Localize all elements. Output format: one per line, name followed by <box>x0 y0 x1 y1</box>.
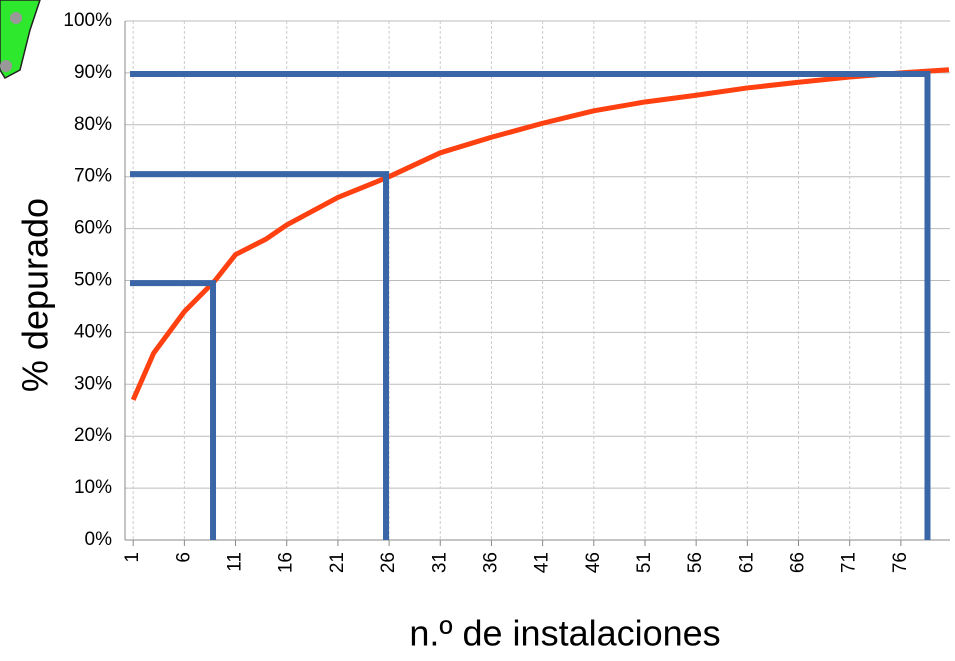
y-tick-label: 90% <box>74 62 112 83</box>
guide <box>130 171 390 540</box>
x-tick-label: 71 <box>839 552 860 573</box>
y-axis-title: % depurado <box>15 198 56 392</box>
y-tick-label: 50% <box>74 270 112 291</box>
map-icon <box>0 0 41 79</box>
x-tick-label: 11 <box>225 552 246 572</box>
y-tick-label: 30% <box>74 373 112 394</box>
map-dot <box>10 12 22 24</box>
x-tick-label: 61 <box>736 552 757 573</box>
y-tick-label: 0% <box>85 529 113 550</box>
x-tick-label: 1 <box>122 552 143 563</box>
y-tick-label: 60% <box>74 218 112 239</box>
y-tick-label: 20% <box>74 425 112 446</box>
x-tick-label: 46 <box>583 552 604 573</box>
x-tick-label: 31 <box>429 552 450 573</box>
map-dot <box>0 60 12 72</box>
y-tick-label: 10% <box>74 477 112 498</box>
x-tick-label: 56 <box>685 552 706 573</box>
x-tick-label: 21 <box>327 552 348 573</box>
y-tick-label: 40% <box>74 321 112 342</box>
x-tick-label: 66 <box>788 552 809 573</box>
x-tick-label: 76 <box>890 552 911 573</box>
x-tick-label: 16 <box>276 552 297 573</box>
x-tick-label: 51 <box>634 552 655 573</box>
y-tick-label: 100% <box>63 10 112 31</box>
x-tick-label: 36 <box>480 552 501 573</box>
y-tick-label: 80% <box>74 114 112 135</box>
y-tick-label: 70% <box>74 166 112 187</box>
x-tick-label: 26 <box>378 552 399 573</box>
x-axis-title: n.º de instalaciones <box>409 613 720 654</box>
line <box>130 67 950 401</box>
guide <box>130 70 931 540</box>
guide <box>130 280 217 540</box>
x-tick-label: 6 <box>173 552 194 563</box>
x-tick-label: 41 <box>532 552 553 573</box>
